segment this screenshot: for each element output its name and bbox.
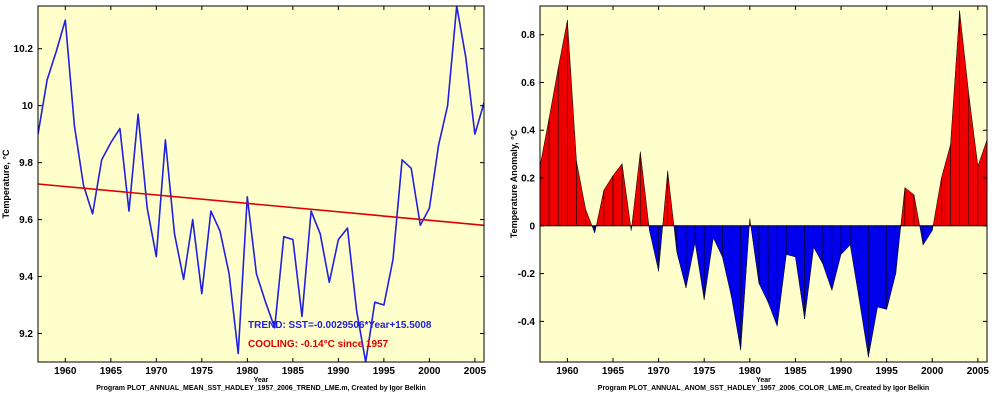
y-tick-label: -0.4: [518, 317, 536, 328]
plot-frame: [37, 5, 485, 363]
y-tick-label: 0.6: [521, 78, 535, 89]
x-axis-label: Year: [254, 377, 269, 384]
x-tick-label: 1965: [100, 366, 123, 377]
y-tick-label: 0.8: [521, 30, 535, 41]
x-tick-label: 1995: [373, 366, 396, 377]
x-tick-label: 2005: [967, 366, 990, 377]
x-axis-label: Year: [756, 377, 771, 384]
linear-trend-line: [38, 183, 484, 227]
x-tick-label: 1960: [54, 366, 77, 377]
y-tick-label: -0.2: [518, 269, 536, 280]
y-axis-label: Temperature, °C: [1, 149, 11, 218]
x-tick-label: 1995: [876, 366, 899, 377]
x-tick-label: 2000: [418, 366, 441, 377]
plot-background: [540, 6, 987, 362]
plot-area: [38, 6, 484, 362]
y-tick-label: 0: [529, 221, 535, 232]
x-tick-label: 2005: [464, 366, 487, 377]
y-tick-label: 9.4: [19, 272, 33, 283]
chart-caption: Program PLOT_ANNUAL_ANOM_SST_HADLEY_1957…: [598, 385, 929, 392]
x-tick-label: 1975: [693, 366, 716, 377]
x-tick-label: 1975: [191, 366, 214, 377]
x-tick-label: 1970: [647, 366, 670, 377]
cooling-annotation: COOLING: -0.14°C since 1957: [248, 339, 389, 350]
y-tick-label: 10: [22, 101, 34, 112]
annual-mean-sst-line: [38, 6, 484, 362]
y-axis-label: Temperature Anomaly, °C: [509, 129, 519, 238]
x-tick-label: 1990: [327, 366, 350, 377]
y-tick-label: 10.2: [14, 44, 34, 55]
mean-sst-trend-chart: 1960 1965 1970 1975 1980 1985 1990 1995 2000 2005…: [1, 5, 487, 392]
x-tick-label: 1980: [739, 366, 762, 377]
y-tick-label: 9.6: [19, 215, 33, 226]
x-tick-label: 2000: [921, 366, 944, 377]
y-tick-label: 9.2: [19, 329, 33, 340]
y-tick-label: 9.8: [19, 158, 33, 169]
negative-anomaly-area: [786, 225, 796, 258]
x-tick-label: 1985: [282, 366, 305, 377]
plot-background: [38, 6, 484, 362]
plot-area: [540, 10, 987, 358]
x-tick-label: 1980: [236, 366, 259, 377]
chart-caption: Program PLOT_ANNUAL_MEAN_SST_HADLEY_1957…: [96, 385, 425, 392]
plot-frame: [539, 5, 988, 363]
x-tick-label: 1990: [830, 366, 853, 377]
x-tick-label: 1965: [602, 366, 625, 377]
x-tick-label: 1985: [784, 366, 807, 377]
trend-equation-annotation: TREND: SST=-0.0029506*Year+15.5008: [248, 320, 432, 331]
negative-anomaly-area: [877, 225, 887, 310]
sst-anomaly-chart: 1960 1965 1970 1975 1980 1985 1990 1995 2000 2005…: [509, 5, 990, 392]
x-tick-label: 1970: [145, 366, 168, 377]
y-tick-label: 0.2: [521, 174, 535, 185]
y-tick-label: 0.4: [521, 126, 535, 137]
x-tick-label: 1960: [556, 366, 579, 377]
